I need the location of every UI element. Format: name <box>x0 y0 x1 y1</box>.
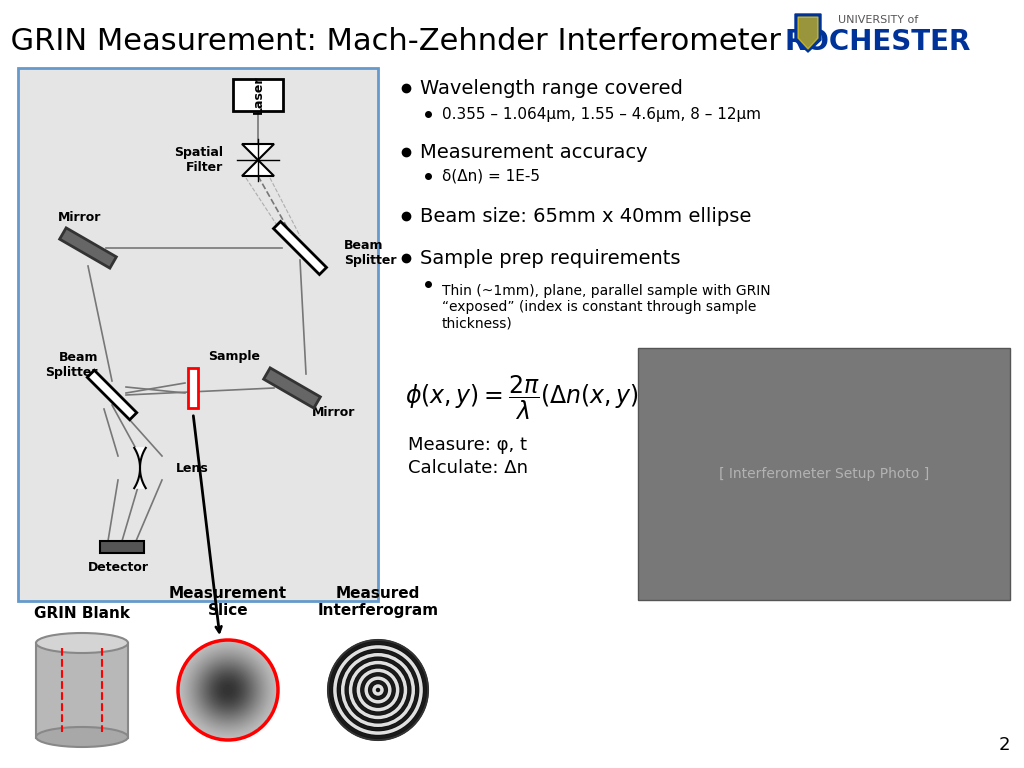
Bar <box>18 68 378 601</box>
Text: Mirror: Mirror <box>58 211 101 224</box>
Bar <box>100 541 144 553</box>
Text: Beam
Splitter: Beam Splitter <box>344 239 396 267</box>
Text: GRIN Blank: GRIN Blank <box>34 606 130 621</box>
Polygon shape <box>273 221 327 274</box>
Text: Sample prep requirements: Sample prep requirements <box>420 249 681 267</box>
Text: 2: 2 <box>998 736 1010 754</box>
Text: Wavelength range covered: Wavelength range covered <box>420 78 683 98</box>
Text: UNIVERSITY of: UNIVERSITY of <box>838 15 919 25</box>
Polygon shape <box>59 228 117 268</box>
Bar <box>233 79 283 111</box>
Bar <box>638 348 1010 600</box>
Text: 2D GRIN Measurement: Mach-Zehnder Interferometer: 2D GRIN Measurement: Mach-Zehnder Interf… <box>0 28 781 57</box>
Text: Detector: Detector <box>87 561 148 574</box>
Text: δ(Δn) = 1E-5: δ(Δn) = 1E-5 <box>442 168 540 184</box>
Text: Measurement accuracy: Measurement accuracy <box>420 143 647 161</box>
Polygon shape <box>263 368 321 408</box>
Text: Thin (~1mm), plane, parallel sample with GRIN
“exposed” (index is constant throu: Thin (~1mm), plane, parallel sample with… <box>442 284 771 330</box>
Polygon shape <box>242 160 274 176</box>
Text: Spatial
Filter: Spatial Filter <box>174 146 223 174</box>
Circle shape <box>328 640 428 740</box>
Ellipse shape <box>36 633 128 653</box>
Text: Measurement
Slice: Measurement Slice <box>169 585 287 618</box>
Polygon shape <box>134 448 145 488</box>
Ellipse shape <box>36 727 128 747</box>
Text: Lens: Lens <box>176 462 209 475</box>
Polygon shape <box>242 144 274 160</box>
Text: 0.355 – 1.064μm, 1.55 – 4.6μm, 8 – 12μm: 0.355 – 1.064μm, 1.55 – 4.6μm, 8 – 12μm <box>442 107 761 121</box>
Text: $\phi(x, y) = \dfrac{2\pi}{\lambda}\left(\Delta n(x, y)\right)t$: $\phi(x, y) = \dfrac{2\pi}{\lambda}\left… <box>406 374 660 422</box>
Text: ROCHESTER: ROCHESTER <box>784 28 971 56</box>
Text: Mirror: Mirror <box>312 406 355 419</box>
Text: Calculate: Δn: Calculate: Δn <box>408 459 528 477</box>
Text: [ Interferometer Setup Photo ]: [ Interferometer Setup Photo ] <box>719 467 929 481</box>
Text: Measure: φ, t: Measure: φ, t <box>408 436 527 454</box>
Polygon shape <box>795 14 821 52</box>
Text: Beam size: 65mm x 40mm ellipse: Beam size: 65mm x 40mm ellipse <box>420 207 752 226</box>
Polygon shape <box>798 17 818 49</box>
Polygon shape <box>87 370 137 420</box>
Text: Sample: Sample <box>208 350 260 363</box>
Text: Beam
Splitter: Beam Splitter <box>45 351 98 379</box>
Bar <box>36 643 128 738</box>
Text: Measured
Interferogram: Measured Interferogram <box>317 585 438 618</box>
Bar <box>188 368 198 408</box>
Text: Laser: Laser <box>252 76 264 114</box>
